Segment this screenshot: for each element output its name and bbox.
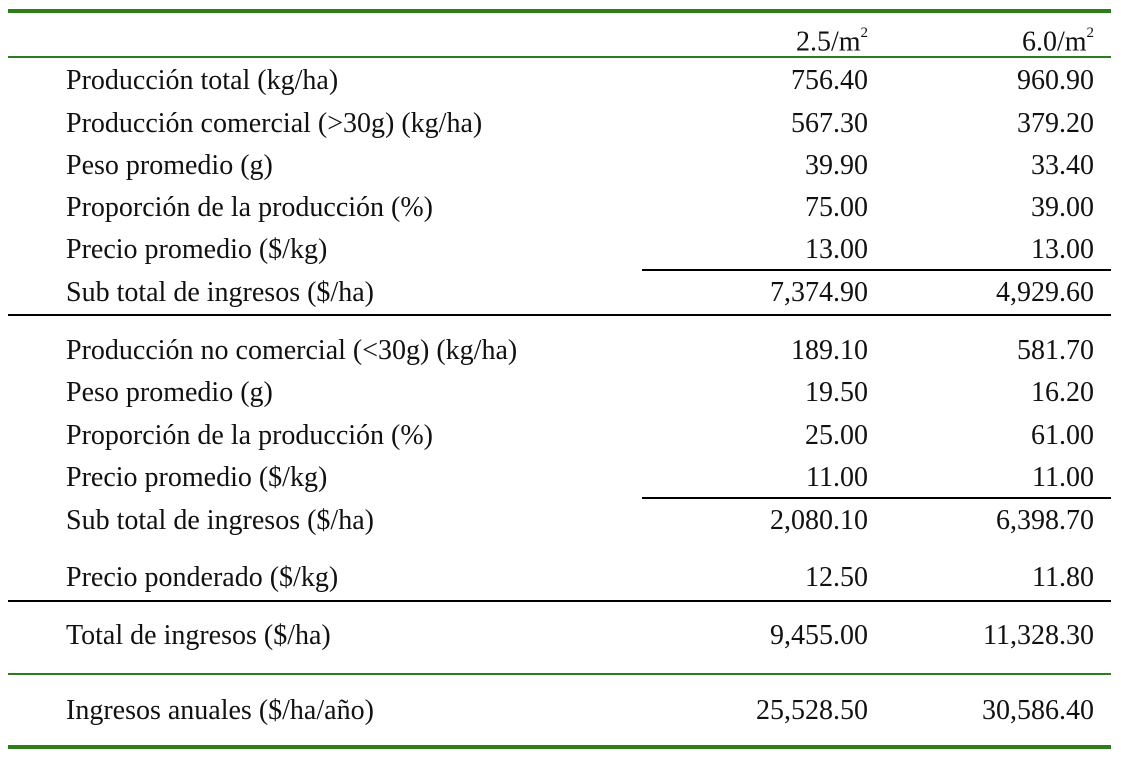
row-label: Proporción de la producción (%) bbox=[66, 420, 433, 451]
row-label: Precio promedio ($/kg) bbox=[66, 462, 328, 493]
value-2-5: 11.00 bbox=[806, 462, 868, 493]
row-label: Precio promedio ($/kg) bbox=[66, 234, 328, 265]
value-6-0: 960.90 bbox=[1017, 65, 1094, 96]
value-2-5: 189.10 bbox=[791, 335, 868, 366]
value-6-0: 11,328.30 bbox=[983, 620, 1094, 651]
value-2-5: 7,374.90 bbox=[770, 277, 868, 308]
value-2-5: 25.00 bbox=[805, 420, 868, 451]
value-2-5: 12.50 bbox=[805, 562, 868, 593]
section-divider-3 bbox=[8, 673, 1111, 675]
header-rule bbox=[8, 56, 1111, 58]
value-6-0: 33.40 bbox=[1031, 150, 1094, 181]
value-6-0: 11.80 bbox=[1032, 562, 1094, 593]
row-label: Ingresos anuales ($/ha/año) bbox=[66, 695, 374, 726]
value-2-5: 756.40 bbox=[791, 65, 868, 96]
column-header-2-5-text: 2.5/m bbox=[795, 26, 861, 58]
value-6-0: 61.00 bbox=[1031, 420, 1094, 451]
value-2-5: 2,080.10 bbox=[770, 505, 868, 536]
value-2-5: 39.90 bbox=[805, 150, 868, 181]
value-2-5: 25,528.50 bbox=[756, 695, 868, 726]
row-label: Peso promedio (g) bbox=[66, 377, 273, 408]
column-header-6-0: 6.0/m2 bbox=[1022, 20, 1094, 58]
value-2-5: 75.00 bbox=[805, 192, 868, 223]
column-header-2-5-sup: 2 bbox=[860, 25, 869, 41]
row-label: Producción comercial (>30g) (kg/ha) bbox=[66, 108, 483, 139]
value-6-0: 4,929.60 bbox=[996, 277, 1094, 308]
value-6-0: 379.20 bbox=[1017, 108, 1094, 139]
table-bottom-rule bbox=[8, 745, 1111, 749]
subtotal-rule-1 bbox=[642, 269, 1111, 271]
value-6-0: 13.00 bbox=[1031, 234, 1094, 265]
row-label: Producción total (kg/ha) bbox=[66, 65, 339, 96]
value-2-5: 9,455.00 bbox=[770, 620, 868, 651]
value-2-5: 19.50 bbox=[805, 377, 868, 408]
row-label: Proporción de la producción (%) bbox=[66, 192, 433, 223]
value-6-0: 11.00 bbox=[1032, 462, 1094, 493]
value-2-5: 13.00 bbox=[805, 234, 868, 265]
value-6-0: 30,586.40 bbox=[982, 695, 1094, 726]
row-label: Sub total de ingresos ($/ha) bbox=[66, 505, 374, 536]
section-divider-1 bbox=[8, 314, 1111, 316]
row-label: Total de ingresos ($/ha) bbox=[66, 620, 331, 651]
value-6-0: 39.00 bbox=[1031, 192, 1094, 223]
section-divider-2 bbox=[8, 600, 1111, 602]
value-2-5: 567.30 bbox=[791, 108, 868, 139]
column-header-6-0-text: 6.0/m bbox=[1021, 26, 1087, 58]
value-6-0: 16.20 bbox=[1031, 377, 1094, 408]
row-label: Precio ponderado ($/kg) bbox=[66, 562, 339, 593]
value-6-0: 581.70 bbox=[1017, 335, 1094, 366]
row-label: Sub total de ingresos ($/ha) bbox=[66, 277, 374, 308]
table-top-rule bbox=[8, 9, 1111, 13]
row-label: Producción no comercial (<30g) (kg/ha) bbox=[66, 335, 518, 366]
value-6-0: 6,398.70 bbox=[996, 505, 1094, 536]
row-label: Peso promedio (g) bbox=[66, 150, 273, 181]
column-header-6-0-sup: 2 bbox=[1086, 25, 1095, 41]
subtotal-rule-2 bbox=[642, 497, 1111, 499]
column-header-2-5: 2.5/m2 bbox=[796, 20, 868, 58]
